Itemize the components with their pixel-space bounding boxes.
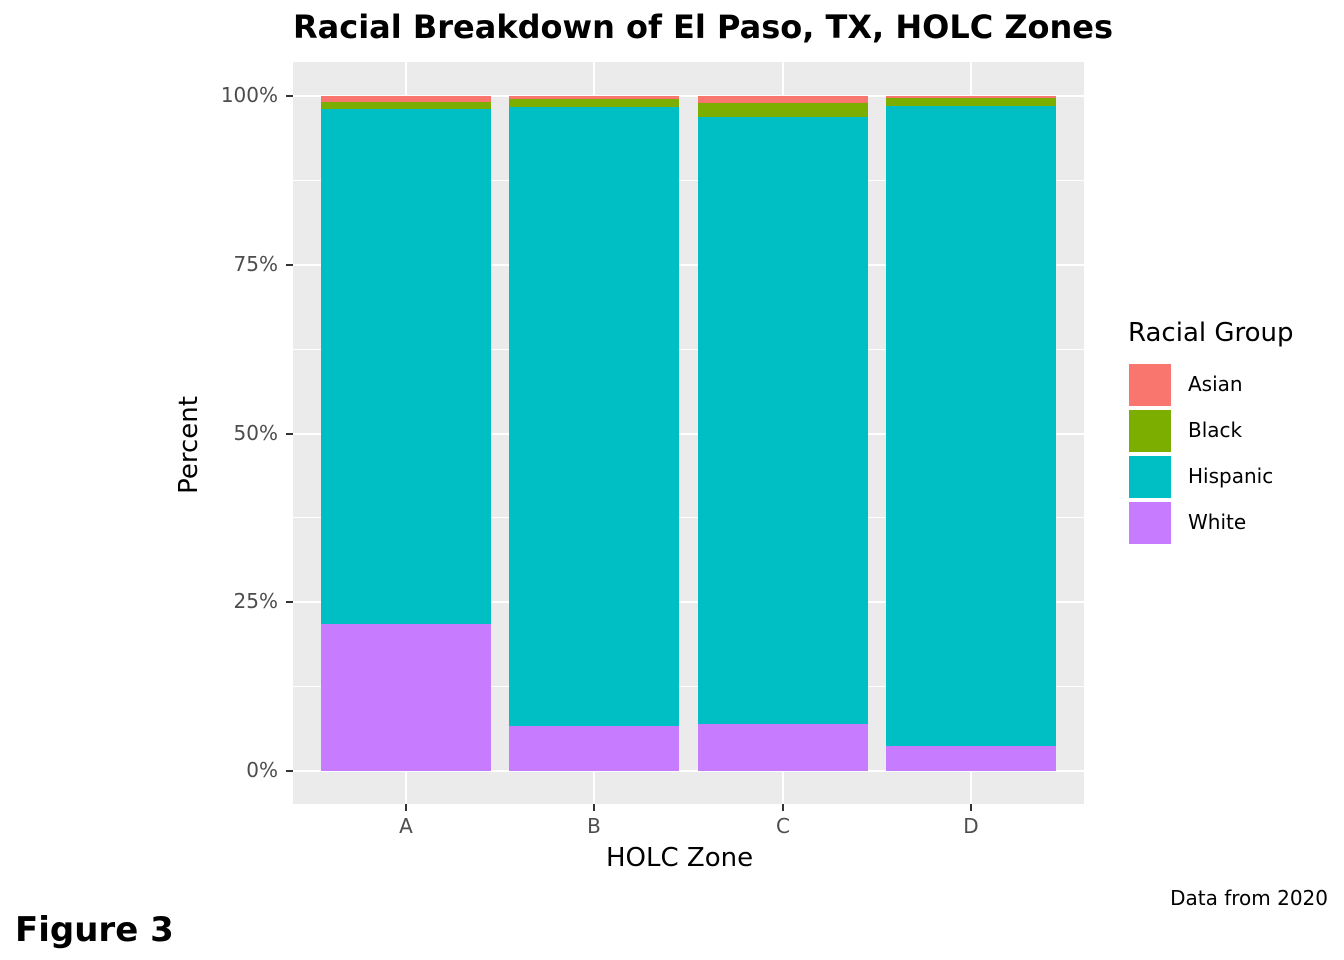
x-tick-label: A — [399, 814, 413, 838]
bar-B-white — [509, 725, 679, 771]
y-tick-label: 50% — [233, 420, 278, 445]
gridline — [293, 770, 1084, 772]
figure-label: Figure 3 — [15, 910, 174, 950]
bar-C-black — [698, 102, 868, 117]
gridline — [293, 432, 1084, 435]
bar-B-hispanic — [509, 106, 679, 726]
gridline — [293, 95, 1084, 97]
y-axis-label: Percent — [173, 396, 204, 494]
y-tick-label: 75% — [233, 251, 278, 276]
gridline — [293, 517, 1084, 519]
bar-D-hispanic — [886, 106, 1056, 747]
bar-C-white — [698, 723, 868, 771]
y-tick-label: 0% — [246, 758, 278, 782]
gridline — [293, 686, 1084, 688]
x-tick-label: C — [776, 814, 790, 838]
chart-title: Racial Breakdown of El Paso, TX, HOLC Zo… — [293, 8, 1114, 46]
gridline — [293, 179, 1084, 181]
bar-D-asian — [886, 96, 1056, 99]
plot-panel — [293, 62, 1084, 804]
bar-A-white — [321, 623, 491, 771]
bar-A-asian — [321, 96, 491, 103]
gridline — [293, 601, 1084, 604]
gridline — [293, 348, 1084, 350]
bar-A-black — [321, 102, 491, 109]
legend-title: Racial Group — [1128, 318, 1294, 348]
legend-label: Hispanic — [1188, 464, 1274, 488]
legend-key-white — [1127, 500, 1173, 546]
x-tick-label: D — [963, 814, 979, 838]
bar-B-black — [509, 98, 679, 107]
legend-label: White — [1188, 510, 1247, 534]
bar-C-hispanic — [698, 116, 868, 724]
caption: Data from 2020 — [1170, 886, 1328, 910]
bar-B-asian — [509, 96, 679, 99]
bar-C-asian — [698, 96, 868, 103]
legend-key-black — [1127, 408, 1173, 454]
legend-label: Black — [1188, 418, 1243, 442]
y-tick-label: 25% — [233, 589, 278, 614]
x-tick-label: B — [587, 814, 601, 838]
bar-D-black — [886, 98, 1056, 107]
bar-D-white — [886, 746, 1056, 771]
legend-label: Asian — [1188, 372, 1243, 396]
legend-key-asian — [1127, 362, 1173, 408]
gridline — [293, 263, 1084, 266]
x-axis-label: HOLC Zone — [606, 843, 754, 873]
legend-key-hispanic — [1127, 454, 1173, 500]
y-tick-label: 100% — [220, 83, 278, 107]
bar-A-hispanic — [321, 108, 491, 624]
